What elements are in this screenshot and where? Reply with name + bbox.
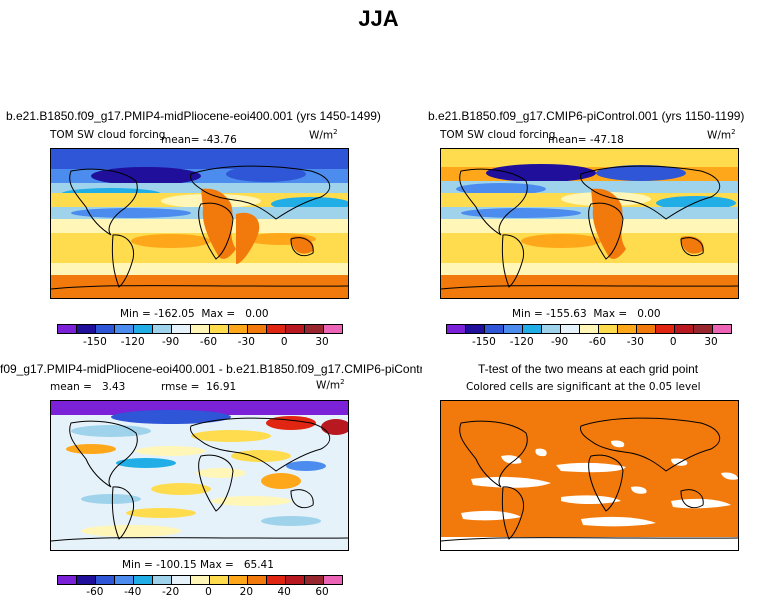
colorbar-tick-label: -60: [86, 586, 104, 598]
colorbar-segment: [210, 576, 229, 584]
mean-readout: mean= -43.76: [161, 134, 237, 146]
colorbar-segment: [96, 325, 115, 333]
colorbar-segment: [229, 576, 248, 584]
panel-subtitle: Colored cells are significant at the 0.0…: [466, 381, 701, 393]
panel-title: f09_g17.PMIP4-midPliocene-eoi400.001 - b…: [0, 362, 422, 376]
colorbar-tick-label: -150: [471, 336, 496, 348]
colorbar: [57, 575, 343, 585]
significance-map: [440, 400, 739, 551]
colorbar-segment: [77, 576, 96, 584]
map-plot: [440, 148, 739, 299]
panel-title: T-test of the two means at each grid poi…: [478, 362, 699, 376]
colorbar-segment: [210, 325, 229, 333]
colorbar-segment: [248, 325, 267, 333]
colorbar-segment: [172, 325, 191, 333]
colorbar-tick-label: -30: [237, 336, 255, 348]
colorbar-tick-label: -120: [509, 336, 534, 348]
colorbar-segment: [115, 576, 134, 584]
colorbar-segment: [305, 325, 324, 333]
colorbar-tick-label: -30: [626, 336, 644, 348]
colorbar-segment: [656, 325, 675, 333]
colorbar-tick-label: 30: [704, 336, 718, 348]
colorbar-segment: [675, 325, 694, 333]
mean-label: mean=: [161, 134, 200, 146]
panel-title: b.e21.B1850.f09_g17.CMIP6-piControl.001 …: [428, 109, 745, 123]
colorbar-tick-label: -40: [124, 586, 142, 598]
units-label: W/m2: [309, 128, 338, 142]
colorbar-tick-label: -90: [162, 336, 180, 348]
colorbar-segment: [58, 325, 77, 333]
rmse-readout: rmse = 16.91: [161, 381, 237, 393]
colorbar-segment: [618, 325, 637, 333]
colorbar-segment: [637, 325, 656, 333]
colorbar-tick-label: 0: [280, 336, 288, 348]
colorbar-tick-label: 60: [315, 586, 329, 598]
min-max-readout: Min = -162.05 Max = 0.00: [120, 308, 269, 320]
colorbar-tick-label: 20: [239, 586, 254, 598]
colorbar-segment: [694, 325, 713, 333]
colorbar-tick-label: 30: [315, 336, 329, 348]
colorbar-segment: [267, 325, 286, 333]
colorbar-ticks: -150 -120 -90 -60 -30 0 30: [57, 336, 341, 350]
colorbar-tick-label: 0: [669, 336, 677, 348]
variable-label: TOM SW cloud forcing: [440, 129, 556, 141]
min-max-readout: Min = -155.63 Max = 0.00: [512, 308, 661, 320]
colorbar-tick-label: -150: [82, 336, 107, 348]
colorbar: [446, 324, 732, 334]
colorbar-tick-label: 40: [277, 586, 291, 598]
colorbar-tick-label: -20: [162, 586, 180, 598]
colorbar-segment: [267, 576, 286, 584]
colorbar-segment: [229, 325, 248, 333]
colorbar-segment: [77, 325, 96, 333]
colorbar: [57, 324, 343, 334]
colorbar-segment: [599, 325, 618, 333]
mean-value: -43.76: [202, 134, 237, 146]
colorbar-segment: [153, 576, 172, 584]
min-max-readout: Min = -100.15 Max = 65.41: [122, 559, 274, 571]
panel-title: b.e21.B1850.f09_g17.PMIP4-midPliocene-eo…: [6, 109, 381, 123]
colorbar-tick-label: -60: [199, 336, 218, 348]
colorbar-segment: [172, 576, 191, 584]
colorbar-segment: [286, 325, 305, 333]
mean-value: -47.18: [589, 134, 624, 146]
colorbar-segment: [248, 576, 267, 584]
colorbar-segment: [580, 325, 599, 333]
colorbar-ticks: -60 -40 -20 0 20 40 60: [57, 586, 341, 600]
colorbar-segment: [561, 325, 580, 333]
mean-readout: mean = 3.43: [50, 381, 126, 393]
mean-label: mean=: [548, 134, 587, 146]
colorbar-segment: [191, 576, 210, 584]
figure-title: JJA: [358, 6, 399, 31]
colorbar-segment: [447, 325, 466, 333]
colorbar-tick-label: -120: [120, 336, 145, 348]
colorbar-segment: [115, 325, 134, 333]
colorbar-segment: [58, 576, 77, 584]
variable-label: TOM SW cloud forcing: [50, 129, 166, 141]
colorbar-segment: [523, 325, 542, 333]
colorbar-segment: [134, 325, 153, 333]
colorbar-segment: [286, 576, 305, 584]
colorbar-segment: [324, 576, 342, 584]
colorbar-tick-label: -60: [588, 336, 607, 348]
colorbar-ticks: -150 -120 -90 -60 -30 0 30: [446, 336, 730, 350]
colorbar-segment: [485, 325, 504, 333]
colorbar-segment: [153, 325, 172, 333]
colorbar-segment: [96, 576, 115, 584]
colorbar-segment: [134, 576, 153, 584]
map-plot: [50, 148, 349, 299]
units-label: W/m2: [316, 378, 345, 392]
colorbar-segment: [504, 325, 523, 333]
mean-readout: mean= -47.18: [548, 134, 624, 146]
colorbar-segment: [713, 325, 731, 333]
colorbar-tick-label: -90: [551, 336, 569, 348]
map-plot: [50, 400, 349, 551]
colorbar-tick-label: 0: [205, 586, 212, 598]
colorbar-segment: [191, 325, 210, 333]
colorbar-segment: [542, 325, 561, 333]
colorbar-segment: [305, 576, 324, 584]
units-label: W/m2: [707, 128, 736, 142]
colorbar-segment: [466, 325, 485, 333]
colorbar-segment: [324, 325, 342, 333]
